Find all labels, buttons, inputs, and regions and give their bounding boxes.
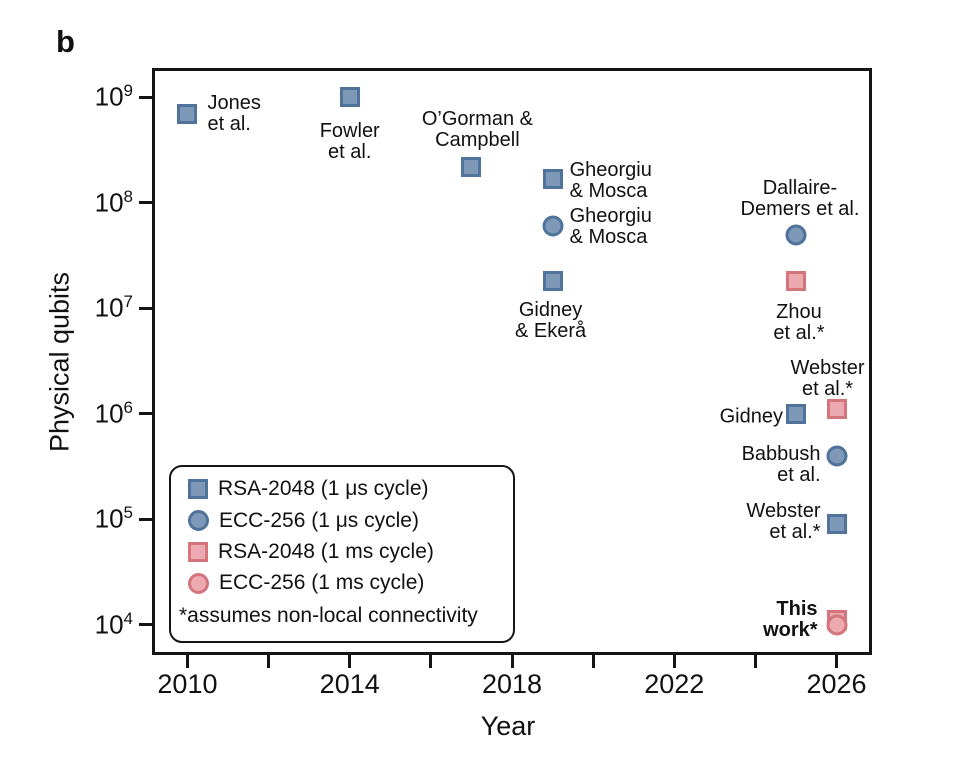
y-tick-10e4 [139,623,152,627]
x-tick-2026 [835,655,839,668]
x-tick-2012 [267,655,271,668]
x-tick-label-2026: 2026 [806,669,867,699]
marker-fowler [339,87,360,108]
y-tick-10e8 [139,201,152,205]
point-label-fowler: Fowler et al. [319,120,380,164]
panel-label: b [56,24,75,59]
plot-area: 2010 2014 2018 2022 2026 109 108 107 106 105 104 Jo… [95,68,872,699]
point-label-dallaire-demers: Dallaire- Demers et al. [740,176,860,220]
x-tick-2010 [185,655,189,668]
x-axis-title: Year [480,711,536,741]
legend-label-rsa_us: RSA-2048 (1 μs cycle) [218,477,429,501]
y-tick-label-10e5: 105 [94,502,133,534]
legend-item-ecc_us: ECC-256 (1 μs cycle) [171,508,513,532]
legend-item-rsa_ms: RSA-2048 (1 ms cycle) [171,539,513,563]
legend-marker-ecc_ms [188,572,209,594]
marker-this-work-ecc [826,614,848,636]
legend-label-ecc_ms: ECC-256 (1 ms cycle) [219,571,425,595]
marker-webster-us [826,513,847,534]
x-tick-label-2018: 2018 [481,669,543,699]
y-tick-10e9 [139,95,152,99]
y-tick-10e5 [139,517,152,521]
y-tick-label-10e9: 109 [94,81,133,112]
marker-webster-ms [826,399,847,420]
legend-item-ecc_ms: ECC-256 (1 ms cycle) [171,572,513,594]
y-tick-label-10e4: 104 [94,608,133,640]
point-label-gidney: Gidney [719,405,783,428]
legend-marker-rsa_us [188,479,208,500]
x-tick-label-2022: 2022 [644,669,705,699]
legend-marker-ecc_us [188,510,209,532]
x-tick-2014 [348,655,352,668]
legend: RSA-2048 (1 μs cycle) ECC-256 (1 μs cycle… [169,465,515,643]
point-label-gheorgiu-ecc: Gheorgiu & Mosca [569,205,652,249]
x-tick-label-2010: 2010 [157,669,218,699]
legend-item-rsa_us: RSA-2048 (1 μs cycle) [171,478,513,500]
x-tick-label-2014: 2014 [319,669,380,699]
legend-label-rsa_ms: RSA-2048 (1 ms cycle) [218,539,434,563]
point-label-zhou: Zhou et al.* [773,301,825,345]
marker-babbush [826,445,848,467]
x-tick-2018 [510,655,514,668]
y-tick-10e7 [139,306,152,310]
marker-gidney [785,403,806,424]
x-tick-2024 [753,655,757,668]
point-label-webster-ms: Webster et al.* [790,357,865,401]
marker-dallaire-demers [785,224,807,246]
y-tick-label-10e8: 108 [94,186,133,218]
marker-gheorgiu-rsa [542,168,563,189]
legend-footnote: *assumes non-local connectivity [179,603,478,627]
marker-jones [177,103,198,124]
point-label-babbush: Babbush et al. [741,442,821,486]
point-label-ogorman: O’Gorman & Campbell [421,107,533,151]
legend-label-ecc_us: ECC-256 (1 μs cycle) [219,508,419,532]
marker-ogorman [461,156,482,177]
point-label-this-work-rsa: This work* [763,598,818,642]
marker-gidney-ekera [542,271,563,292]
point-label-gidney-ekera: Gidney & Ekerå [514,299,587,343]
marker-gheorgiu-ecc [542,215,564,237]
marker-zhou [785,271,806,292]
y-tick-label-10e6: 106 [94,397,133,429]
y-tick-10e6 [139,412,152,416]
x-tick-2016 [429,655,433,668]
legend-marker-rsa_ms [188,541,208,562]
x-tick-2020 [591,655,595,668]
point-label-webster-us: Webster et al.* [746,499,821,543]
x-tick-2022 [672,655,676,668]
point-label-jones: Jones et al. [207,91,261,135]
point-label-gheorgiu-rsa: Gheorgiu & Mosca [569,158,652,202]
y-tick-label-10e7: 107 [94,292,133,323]
